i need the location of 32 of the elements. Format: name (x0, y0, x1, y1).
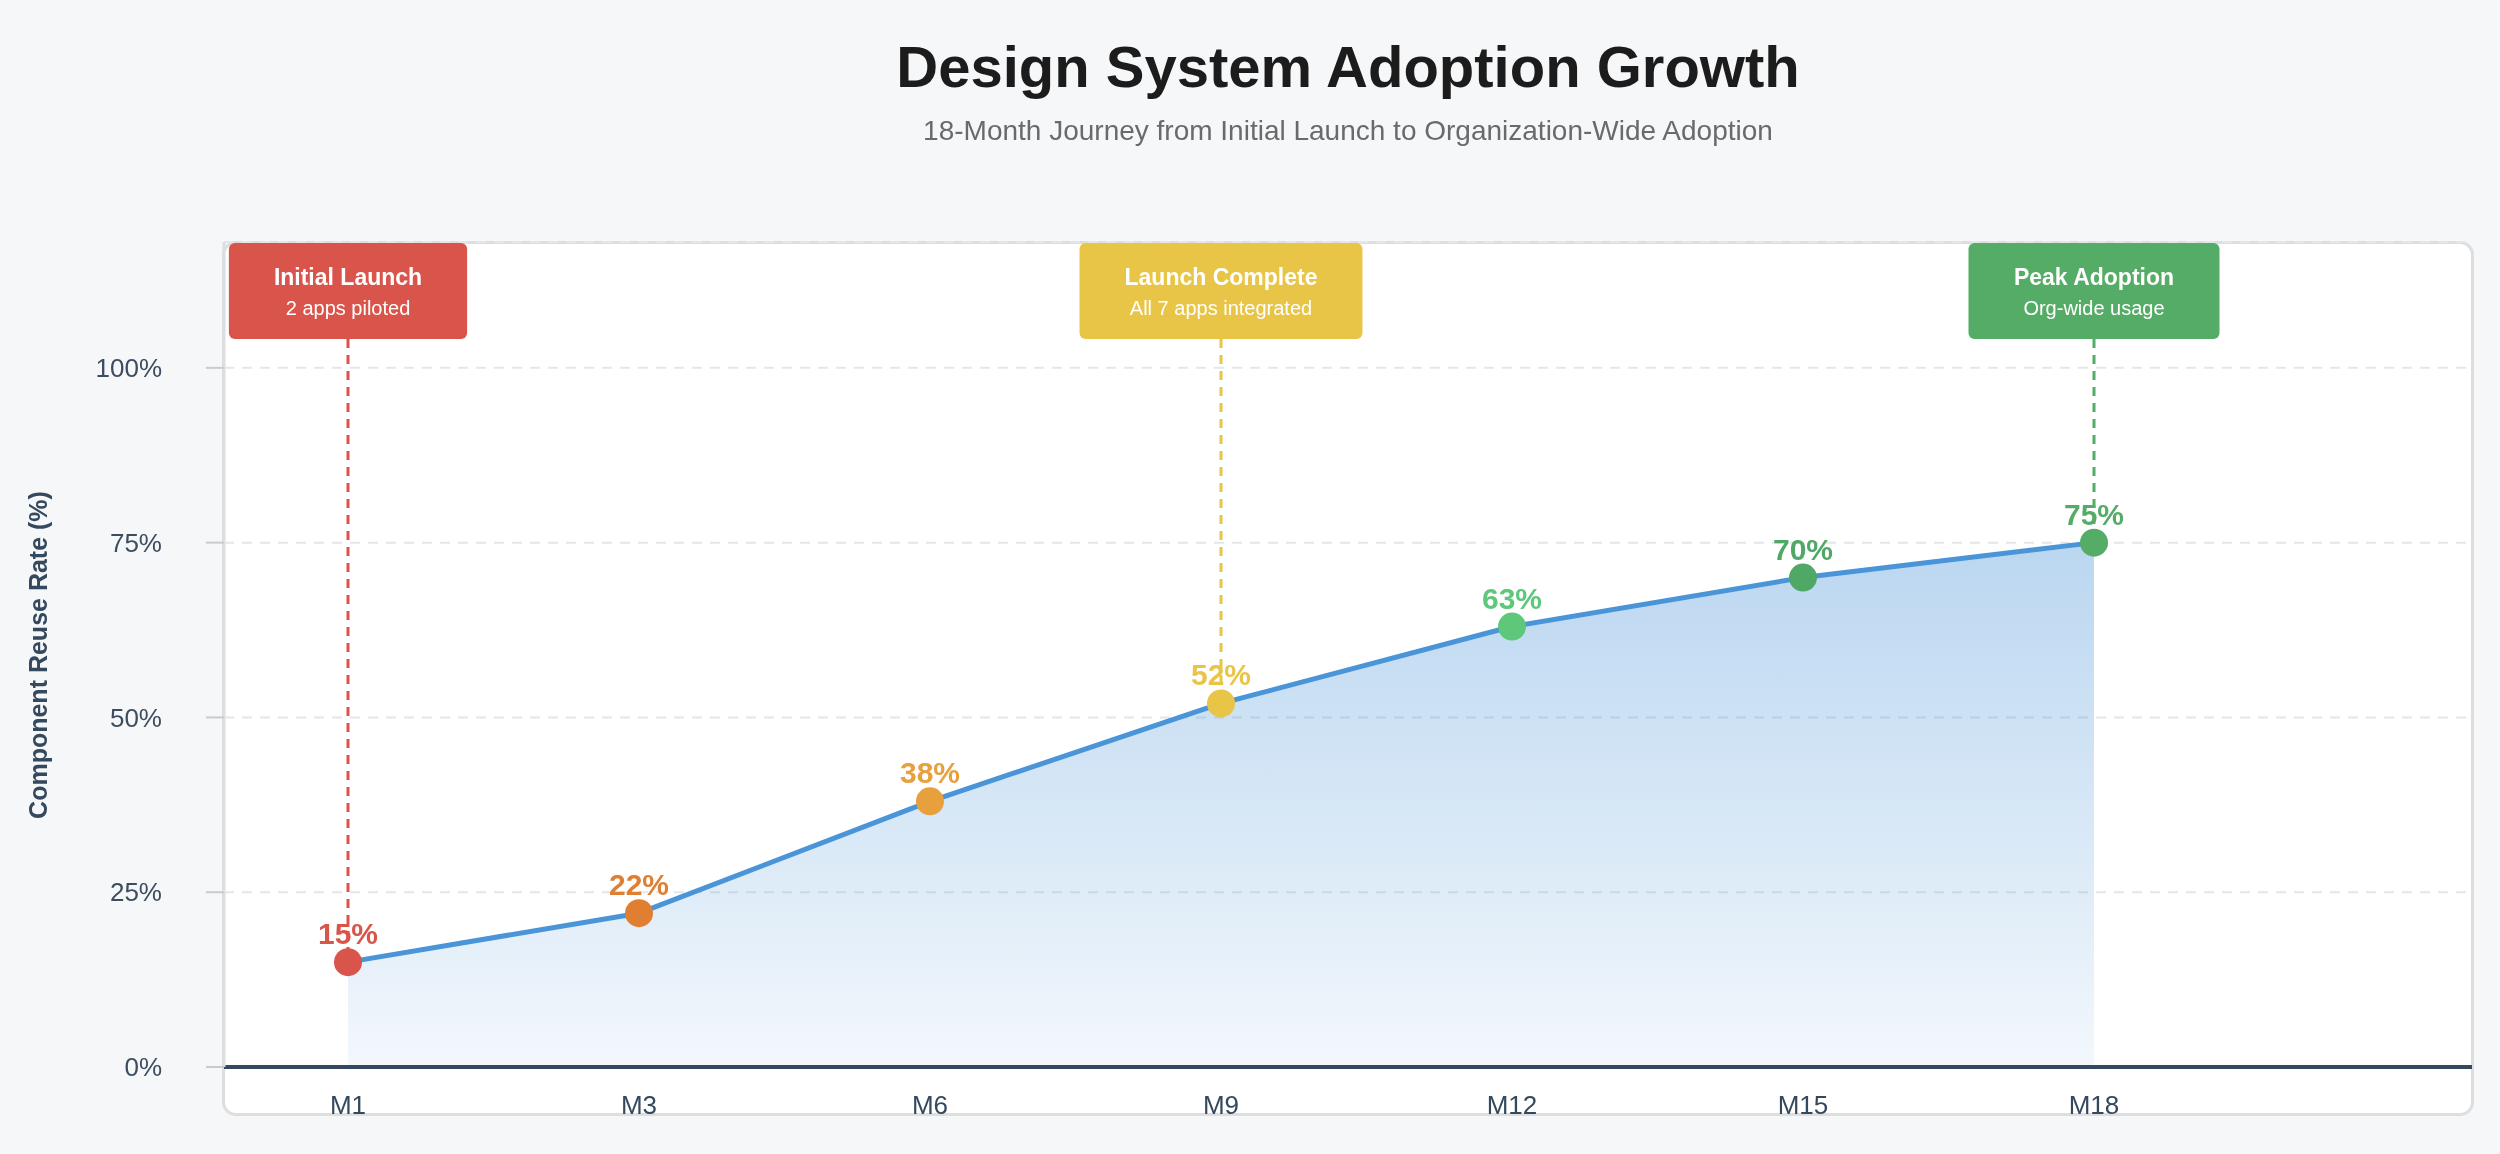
annotation: Launch Complete All 7 apps integrated (1124, 264, 1318, 319)
data-label: 38% (899, 756, 961, 790)
annotation: Peak Adoption Org-wide usage (2013, 264, 2175, 319)
chart-title: Design System Adoption Growth (895, 33, 1801, 101)
chart-subtitle: 18-Month Journey from Initial Launch to Organization-Wide Adoption (922, 114, 1774, 148)
x-tick-label: M9 (1202, 1090, 1240, 1121)
y-tick-label: 0% (124, 1052, 162, 1083)
y-tick-label: 100% (95, 353, 162, 384)
annotation: Initial Launch 2 apps piloted (273, 264, 423, 319)
data-label: 22% (608, 868, 670, 902)
y-tick-label: 50% (109, 702, 162, 733)
point (1207, 689, 1235, 718)
y-tick-label: 75% (109, 527, 162, 558)
y-axis-title: Component Reuse Rate (%) (23, 489, 53, 821)
point (1498, 612, 1526, 641)
point (1789, 563, 1817, 592)
x-tick-label: M18 (2068, 1090, 2120, 1121)
point (334, 948, 362, 977)
point (625, 899, 653, 928)
y-tick-label: 25% (109, 877, 162, 908)
x-tick-label: M15 (1777, 1090, 1829, 1121)
x-tick-label: M1 (329, 1090, 367, 1121)
data-label: 63% (1481, 581, 1543, 615)
data-label: 75% (2063, 497, 2125, 531)
data-label: 70% (1772, 532, 1834, 566)
point (2080, 528, 2108, 557)
data-label: 52% (1190, 658, 1252, 692)
x-tick-label: M12 (1486, 1090, 1538, 1121)
data-label: 15% (317, 917, 379, 951)
x-tick-label: M3 (620, 1090, 658, 1121)
point (916, 787, 944, 816)
x-tick-label: M6 (911, 1090, 949, 1121)
